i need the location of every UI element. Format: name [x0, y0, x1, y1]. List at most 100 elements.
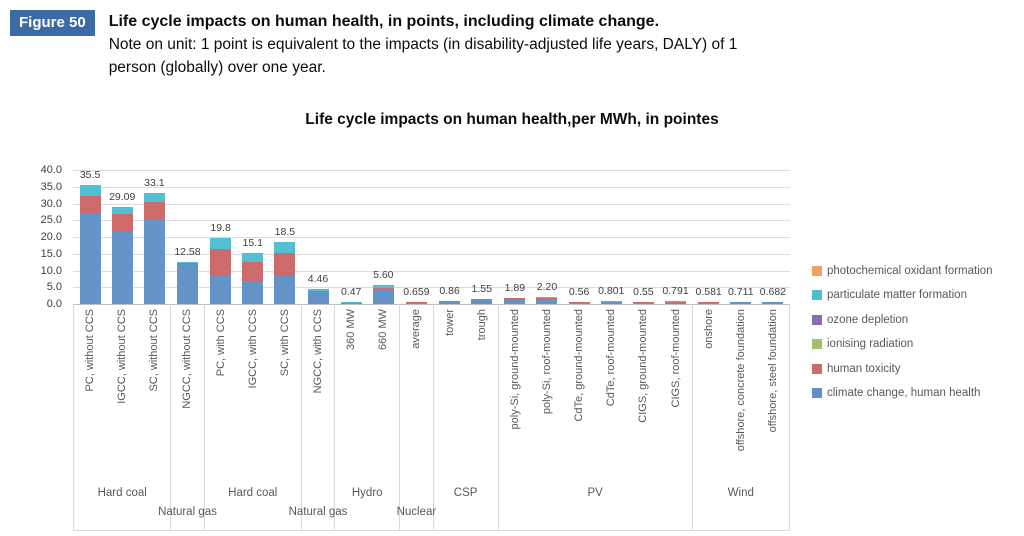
- bar-total-label: 0.682: [759, 285, 787, 298]
- chart-title: Life cycle impacts on human health,per M…: [305, 111, 719, 128]
- legend-label: climate change, human health: [827, 387, 981, 399]
- x-axis-label: NGCC, with CCS: [312, 309, 325, 394]
- bar: [307, 289, 329, 304]
- bar: [504, 297, 526, 304]
- group-label: Nuclear: [396, 506, 437, 519]
- bar-segment-climate-change-human-health: [372, 289, 394, 304]
- bar-total-label: 0.791: [662, 285, 689, 298]
- bar-segment-particulate-matter-formation: [307, 289, 329, 291]
- bar: [242, 253, 264, 304]
- group-label-band: Hard coal: [205, 484, 301, 530]
- bar-segment-climate-change-human-health: [600, 302, 622, 304]
- category-group: PC, without CCS IGCC, without CCS SC, with…: [73, 304, 170, 530]
- bar-segment-human-toxicity: [372, 288, 394, 290]
- bar-segment-particulate-matter-formation: [504, 297, 526, 299]
- y-tick-label: 15.0: [40, 247, 62, 260]
- legend-item: climate change, human health: [812, 386, 993, 401]
- bar-segment-climate-change-human-health: [340, 302, 362, 304]
- group-label-band: Hard coal: [74, 484, 170, 530]
- bar-group: 0.581 0.711 0.682: [692, 170, 790, 304]
- bar-total-label: 18.5: [274, 226, 296, 239]
- legend-item: ionising radiation: [812, 337, 993, 352]
- x-axis-label: IGCC, without CCS: [116, 309, 129, 404]
- bar-segment-climate-change-human-health: [274, 275, 296, 304]
- group-label: Hydro: [351, 487, 383, 500]
- bar-segment-human-toxicity: [536, 297, 558, 300]
- x-axis-label: SC, with CCS: [278, 309, 291, 377]
- bar-segment-human-toxicity: [143, 201, 165, 219]
- category-group: NGCC, without CCS Natural gas: [158, 304, 217, 530]
- bar-group: 1.89 2.20 0.56 0.801 0.55 0.791: [498, 170, 692, 304]
- group-label-band: Natural gas: [289, 484, 348, 530]
- legend-label: ionising radiation: [827, 338, 914, 350]
- bar-cell: 0.791: [659, 170, 691, 304]
- bar-total-label: 29.09: [109, 190, 136, 203]
- bar-segment-climate-change-human-health: [307, 292, 329, 304]
- group-label-band: CSP: [434, 484, 498, 530]
- group-label-band: Nuclear: [397, 484, 437, 530]
- bar-segment-particulate-matter-formation: [111, 206, 133, 214]
- x-axis-label: CIGS, roof-mounted: [669, 309, 682, 408]
- bar-total-label: 15.1: [242, 237, 263, 250]
- bar-total-label: 19.8: [210, 221, 231, 234]
- bar-segment-climate-change-human-health: [536, 299, 558, 304]
- x-label-cell: trough: [466, 304, 498, 484]
- y-tick-label: 30.0: [40, 197, 62, 210]
- bar-cell: 35.5: [74, 169, 106, 304]
- legend-item: ozone depletion: [812, 312, 993, 327]
- bar-segment-human-toxicity: [79, 195, 101, 213]
- bar: [176, 261, 198, 304]
- bar: [274, 242, 296, 304]
- bar: [111, 206, 133, 304]
- x-label-cell: 660 MW: [367, 304, 399, 484]
- figure-caption: Life cycle impacts on human health, in p…: [109, 10, 738, 79]
- bar-segment-particulate-matter-formation: [536, 296, 558, 298]
- group-label: Natural gas: [158, 506, 217, 519]
- bar-cell: 0.47: [335, 170, 367, 304]
- bar-segment-particulate-matter-formation: [143, 193, 165, 202]
- legend-swatch-icon: [812, 339, 822, 349]
- legend-item: photochemical oxidant formation: [812, 263, 993, 278]
- category-group: PC, with CCS IGCC, with CCS SC, with CCS Ha…: [203, 304, 301, 530]
- x-axis-label: tower: [443, 309, 456, 336]
- bar-segment-human-toxicity: [471, 299, 493, 300]
- bar-cell: 33.1: [138, 170, 170, 304]
- bar: [439, 301, 461, 304]
- bar-segment-climate-change-human-health: [143, 218, 165, 304]
- legend-swatch-icon: [812, 388, 822, 398]
- x-label-cell: IGCC, without CCS: [106, 304, 138, 484]
- x-axis-label: CIGS, ground-mounted: [637, 309, 650, 423]
- bar-total-label: 1.89: [504, 281, 526, 294]
- y-tick-label: 35.0: [40, 180, 62, 193]
- bar: [372, 285, 394, 304]
- legend-swatch-icon: [812, 363, 822, 374]
- bar: [568, 302, 590, 304]
- x-axis-label: trough: [475, 309, 488, 341]
- bar: [536, 296, 558, 304]
- bar-segment-particulate-matter-formation: [210, 237, 232, 249]
- group-label: Hard coal: [228, 487, 278, 500]
- legend-swatch-icon: [812, 290, 822, 300]
- x-label-cell: CIGS, ground-mounted: [627, 304, 659, 484]
- category-group: tower trough CSP: [432, 304, 498, 530]
- bar-cell: 2.20: [531, 170, 563, 304]
- y-tick-label: 5.0: [46, 281, 62, 294]
- x-axis-label: average: [410, 309, 423, 349]
- bar-segment-climate-change-human-health: [79, 212, 101, 304]
- gridline: [73, 203, 790, 205]
- bar-segment-climate-change-human-health: [111, 230, 133, 304]
- bar-segment-human-toxicity: [665, 301, 687, 303]
- x-axis-area: PC, without CCS IGCC, without CCS SC, with…: [73, 304, 790, 531]
- x-label-cell: 360 MW: [335, 304, 367, 484]
- bar-segment-human-toxicity: [600, 301, 622, 303]
- bar-total-label: 33.1: [144, 177, 165, 190]
- bar-segment-particulate-matter-formation: [274, 242, 296, 254]
- bar-cell: 15.1: [237, 170, 269, 304]
- bar: [143, 193, 165, 304]
- figure-note-line-1: Note on unit: 1 point is equivalent to t…: [108, 36, 738, 53]
- legend-label: ozone depletion: [827, 313, 909, 326]
- bar-segment-particulate-matter-formation: [242, 253, 264, 262]
- bar-cell: 0.55: [627, 170, 659, 304]
- group-label: Wind: [727, 487, 754, 500]
- bar-total-label: 2.20: [536, 280, 558, 293]
